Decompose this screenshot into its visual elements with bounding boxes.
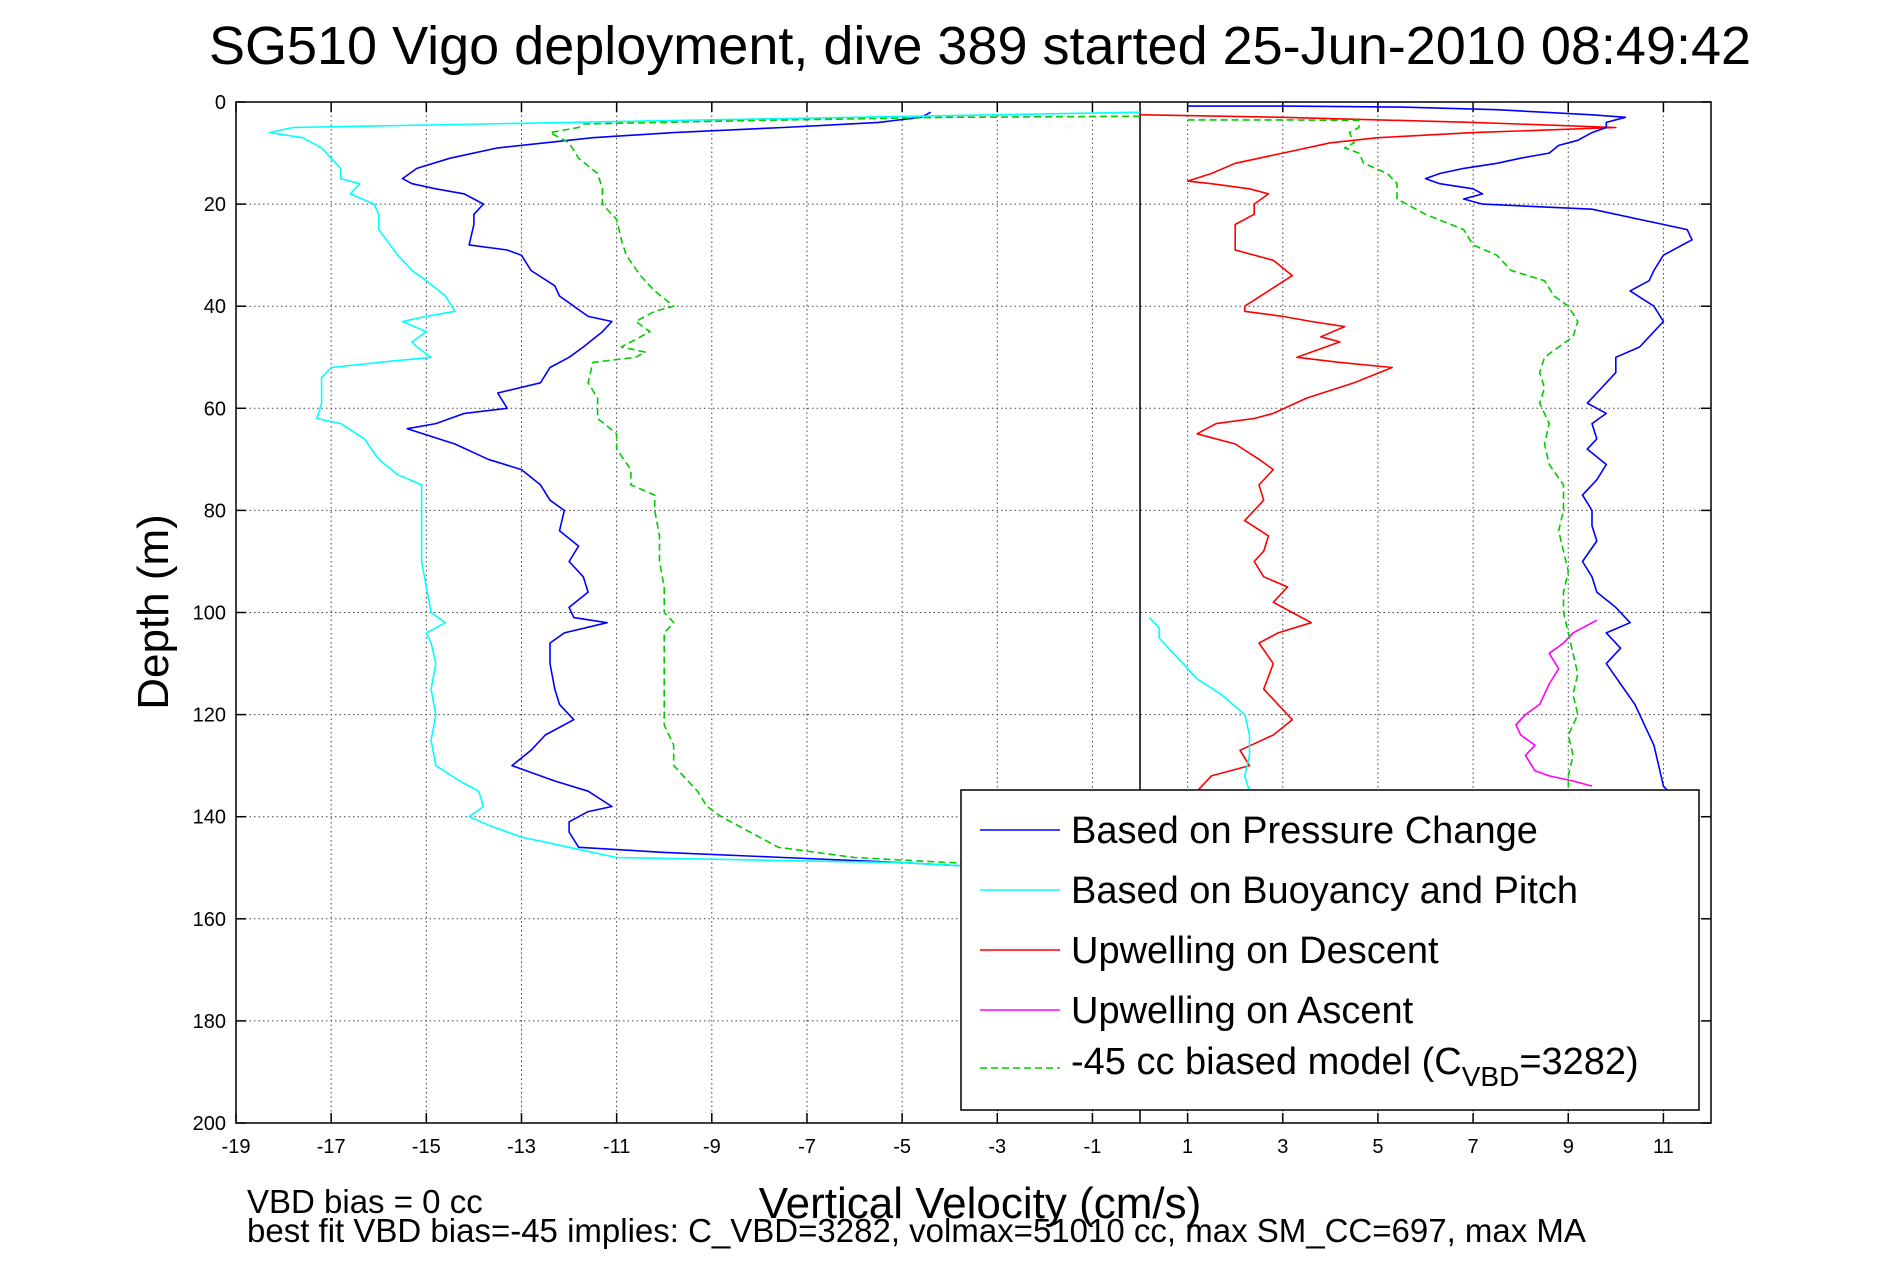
legend: Based on Pressure Change Based on Buoyanc… — [960, 789, 1700, 1111]
series-line-5 — [1187, 105, 1693, 797]
y-tick-label: 100 — [193, 603, 226, 625]
x-tick-label: -13 — [507, 1136, 536, 1158]
legend-label: Upwelling on Ascent — [1071, 990, 1414, 1032]
y-tick-label: 80 — [204, 500, 226, 522]
legend-box — [960, 789, 1700, 1111]
y-tick-label: 200 — [193, 1113, 226, 1135]
x-tick-label: -11 — [603, 1136, 630, 1158]
y-tick-label: 20 — [204, 194, 226, 216]
x-axis-label: Vertical Velocity (cm/s) — [759, 1179, 1202, 1228]
series-line-0 — [401, 111, 998, 869]
annotation-best-fit: best fit VBD bias=-45 implies: C_VBD=328… — [247, 1212, 1586, 1249]
axis-ticks: -19 -17 -15 -13 -11 -9 -7 -5 -3 -1 1 3 5 7 9 1102040608… — [193, 92, 1711, 1158]
legend-label-model: -45 cc biased model (CVBD=3282) — [1071, 1041, 1639, 1092]
series-line-1 — [268, 111, 1141, 869]
y-tick-label: 120 — [193, 705, 226, 727]
x-tick-label: 3 — [1277, 1136, 1288, 1158]
x-tick-label: 11 — [1653, 1136, 1674, 1158]
x-tick-label: 7 — [1468, 1136, 1479, 1158]
x-tick-label: -17 — [317, 1136, 346, 1158]
series-line-3 — [1515, 619, 1598, 787]
legend-label: Based on Pressure Change — [1071, 810, 1538, 852]
series-line-2 — [1139, 114, 1617, 792]
series-group — [268, 105, 1693, 869]
x-tick-label: -1 — [1084, 1136, 1102, 1158]
annotation-vbd-bias: VBD bias = 0 cc — [247, 1183, 483, 1220]
x-tick-label: -15 — [412, 1136, 441, 1158]
x-tick-label: 1 — [1182, 1136, 1193, 1158]
y-tick-label: 160 — [193, 909, 226, 931]
series-line-6 — [1148, 617, 1251, 792]
y-tick-label: 180 — [193, 1011, 226, 1033]
y-tick-label: 0 — [215, 92, 226, 114]
y-tick-label: 60 — [204, 398, 226, 420]
legend-items: Based on Pressure Change Based on Buoyanc… — [980, 810, 1639, 1092]
y-axis-label: Depth (m) — [129, 514, 178, 710]
y-tick-label: 140 — [193, 807, 226, 829]
x-tick-label: -5 — [893, 1136, 911, 1158]
chart-title: SG510 Vigo deployment, dive 389 started … — [209, 16, 1751, 76]
x-tick-label: -3 — [988, 1136, 1006, 1158]
legend-label: Upwelling on Descent — [1071, 930, 1439, 972]
x-tick-label: -7 — [798, 1136, 816, 1158]
x-tick-label: -19 — [222, 1136, 251, 1158]
legend-label: Based on Buoyancy and Pitch — [1071, 870, 1578, 912]
y-tick-label: 40 — [204, 296, 226, 318]
x-tick-label: 9 — [1563, 1136, 1574, 1158]
x-tick-label: -9 — [703, 1136, 721, 1158]
series-line-7 — [1187, 119, 1579, 792]
x-tick-label: 5 — [1372, 1136, 1383, 1158]
series-line-4 — [549, 115, 1141, 865]
